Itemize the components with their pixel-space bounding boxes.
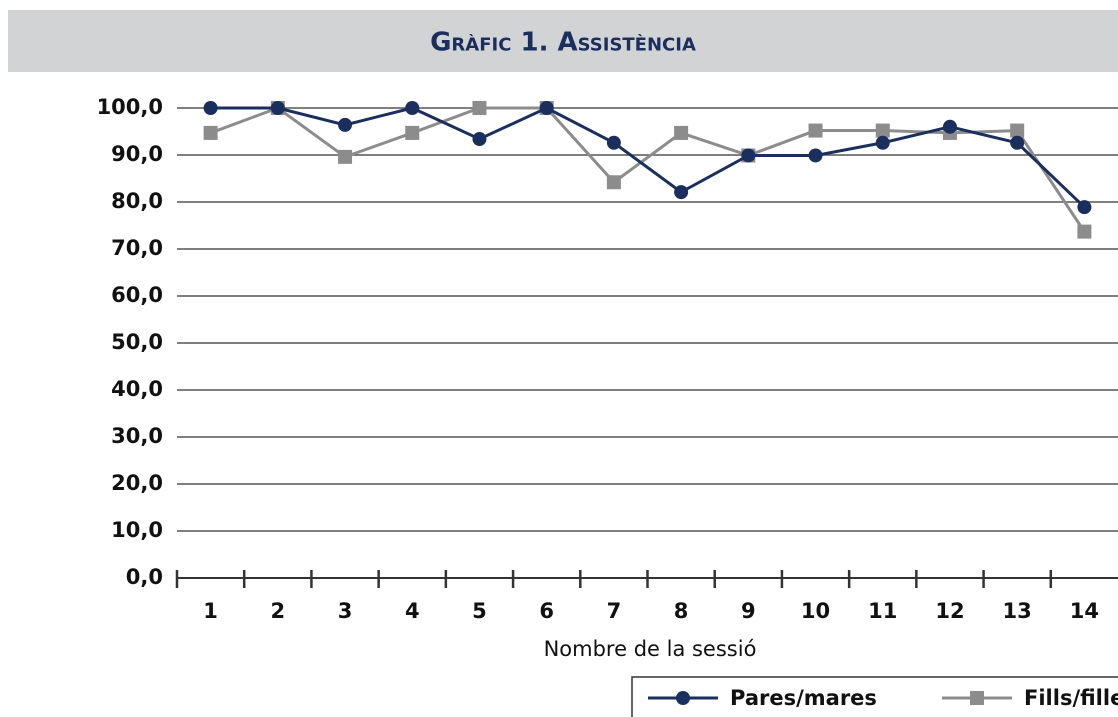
data-point [942,119,957,134]
x-tick-label: 7 [607,599,622,623]
data-point [606,175,621,190]
y-tick-label: 20,0 [111,471,163,495]
data-point [875,135,890,150]
data-point [1010,123,1025,138]
x-tick-label: 11 [868,599,897,623]
data-point [1077,224,1092,239]
legend-marker [970,691,984,705]
data-point [203,101,218,115]
x-axis-label: Nombre de la sessió [544,637,757,661]
x-tick-label: 4 [405,599,420,623]
x-tick-label: 5 [472,599,487,623]
series-line [210,106,1086,209]
data-point [875,123,890,138]
data-point [203,125,218,140]
data-point [674,125,689,140]
x-tick-label: 1 [203,599,218,623]
data-point [741,148,756,163]
data-point [539,101,554,115]
x-tick-label: 13 [1003,599,1032,623]
data-point [674,185,689,200]
y-tick-label: 10,0 [111,518,163,542]
y-tick-label: 50,0 [111,330,163,354]
x-tick-label: 12 [935,599,964,623]
data-point [338,117,353,132]
legend-label: Pares/mares [730,686,877,710]
y-tick-label: 70,0 [111,236,163,260]
x-tick-label: 3 [338,599,353,623]
y-tick-label: 100,0 [97,95,163,119]
data-point [405,125,420,140]
series-line [210,106,1086,233]
x-tick-label: 9 [741,599,756,623]
data-point [1077,200,1092,215]
x-tick-label: 8 [674,599,689,623]
y-tick-label: 0,0 [126,565,163,589]
x-tick-label: 10 [801,599,830,623]
data-point [338,149,353,164]
data-point [808,123,823,138]
data-point [270,101,285,115]
data-point [405,101,420,115]
legend-marker [676,691,690,705]
y-tick-label: 90,0 [111,142,163,166]
y-tick-label: 60,0 [111,283,163,307]
data-point [472,132,487,147]
y-tick-label: 30,0 [111,424,163,448]
y-tick-label: 40,0 [111,377,163,401]
data-point [472,101,487,115]
data-point [606,135,621,150]
data-point [808,148,823,163]
chart-title: Gràfic 1. Assistència [430,28,696,58]
x-tick-label: 14 [1070,599,1099,623]
x-tick-label: 2 [271,599,286,623]
legend-label: Fills/filles [1024,686,1118,710]
y-tick-label: 80,0 [111,189,163,213]
x-tick-label: 6 [539,599,554,623]
title-bar [8,10,1118,72]
data-point [1010,135,1025,150]
